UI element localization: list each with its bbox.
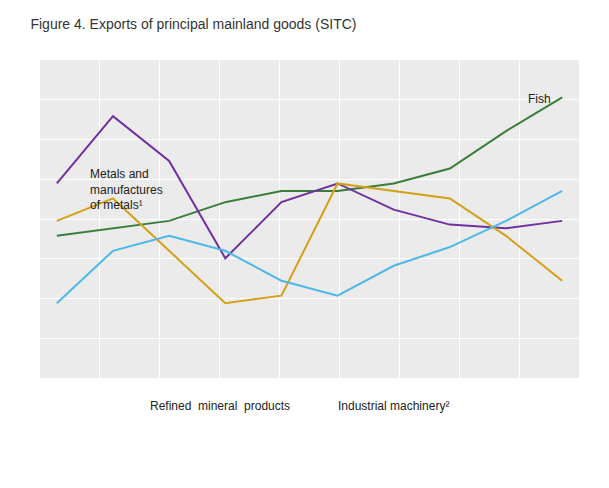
svg-text:Figure 4. Exports of principal: Figure 4. Exports of principal mainland …: [30, 16, 356, 32]
svg-text:Metals andmanufacturesof metal: Metals andmanufacturesof metals¹: [90, 167, 163, 212]
svg-text:Industrial machinery²: Industrial machinery²: [338, 399, 449, 413]
svg-text:Refined mineral products: Refined mineral products: [150, 399, 290, 413]
svg-text:Fish: Fish: [528, 92, 551, 106]
